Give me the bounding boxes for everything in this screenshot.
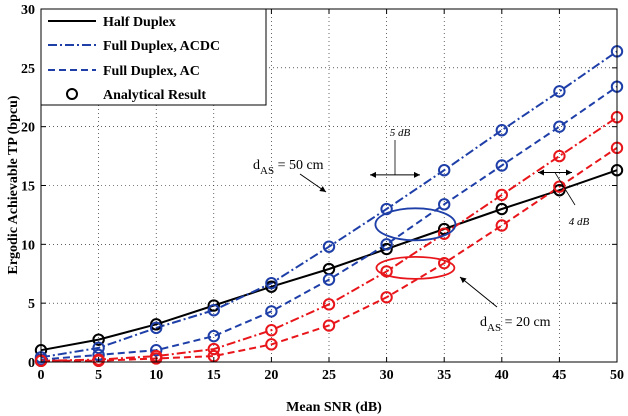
data-point-marker: [495, 188, 508, 202]
data-point-marker: [92, 354, 105, 368]
legend-label-acdc: Full Duplex, ACDC: [103, 39, 220, 54]
data-point-marker: [553, 184, 566, 197]
data-point-marker: [495, 219, 508, 232]
x-tick-label: 5: [95, 368, 102, 383]
series-line-3: [40, 116, 618, 362]
data-point-marker: [553, 180, 566, 193]
legend-label-half-duplex: Half Duplex: [103, 15, 176, 30]
y-tick-label: 10: [21, 238, 35, 253]
data-point-marker: [207, 342, 221, 356]
data-point-marker: [438, 164, 451, 177]
annotation-5db: 5 dB: [390, 127, 411, 139]
data-point-marker: [322, 298, 336, 311]
series-lines: [40, 50, 618, 362]
arrowhead-4db-right: [566, 169, 572, 176]
x-axis-label: Mean SNR (dB): [286, 400, 382, 415]
ellipse-20cm-group: [375, 255, 456, 280]
data-point-marker: [495, 123, 508, 137]
axis-ticks: 0 5 10 15 20 25 30 35 40 45 50 0 5 10 15 20 25 30: [21, 3, 624, 383]
x-tick-label: 45: [552, 368, 566, 383]
x-tick-label: 30: [380, 368, 394, 383]
legend-box: [40, 8, 267, 106]
legend: Half Duplex Full Duplex, ACDC Full Duple…: [40, 8, 267, 106]
data-point-marker: [265, 280, 278, 293]
arrowhead-4db-left: [538, 169, 544, 176]
data-point-marker: [150, 352, 163, 365]
x-tick-label: 25: [322, 368, 336, 383]
data-point-marker: [495, 159, 508, 172]
data-point-marker: [380, 242, 393, 256]
data-point-marker: [207, 299, 221, 312]
data-point-marker: [380, 202, 393, 216]
data-point-marker: [265, 276, 278, 290]
data-point-marker: [92, 341, 105, 355]
data-point-marker: [207, 329, 221, 343]
data-point-marker: [322, 273, 336, 286]
data-point-marker: [380, 265, 393, 278]
data-point-marker: [495, 202, 508, 216]
annotation-d50: dAS = 50 cm: [253, 158, 324, 177]
y-tick-label: 20: [21, 121, 35, 136]
x-tick-label: 50: [610, 368, 624, 383]
y-tick-label: 25: [21, 62, 35, 77]
series-line-4: [41, 146, 618, 362]
series-line-0: [40, 169, 618, 352]
x-tick-label: 15: [207, 368, 221, 383]
y-axis-label: Ergodic Achievable TP (bpcu): [6, 95, 21, 274]
x-tick-label: 20: [264, 368, 278, 383]
arrowhead-d50: [319, 186, 326, 192]
x-tick-label: 0: [38, 368, 45, 383]
y-tick-label: 0: [28, 356, 35, 371]
legend-label-analytical: Analytical Result: [103, 88, 206, 103]
data-point-marker: [553, 85, 566, 98]
data-point-marker: [92, 333, 105, 346]
data-point-marker: [150, 344, 163, 357]
x-tick-label: 35: [437, 368, 451, 383]
arrowhead-5db-left: [370, 171, 376, 178]
legend-swatch-analytical: [66, 88, 78, 100]
annotation-4db: 4 dB: [569, 216, 590, 228]
arrowhead-5db-right: [414, 171, 420, 178]
data-point-marker: [265, 324, 278, 337]
data-point-marker: [150, 318, 163, 331]
data-point-marker: [265, 338, 278, 351]
series-line-2: [40, 85, 618, 361]
arrowhead-d20: [460, 277, 467, 284]
y-tick-label: 5: [28, 297, 35, 312]
annotation-d20: dAS = 20 cm: [480, 315, 551, 334]
x-tick-label: 10: [149, 368, 163, 383]
x-tick-label: 40: [495, 368, 509, 383]
data-point-marker: [265, 305, 278, 318]
ellipse-50cm-group: [374, 207, 457, 242]
y-tick-label: 30: [21, 3, 35, 18]
leader-4db: [554, 172, 576, 206]
data-point-marker: [553, 149, 566, 163]
data-point-marker: [322, 319, 336, 332]
data-point-marker: [150, 321, 163, 335]
data-point-marker: [380, 291, 393, 304]
data-point-marker: [553, 120, 566, 133]
legend-label-ac: Full Duplex, AC: [103, 64, 200, 79]
arrow-d20: [459, 276, 498, 308]
data-point-marker: [207, 304, 221, 317]
data-point-marker: [322, 240, 336, 253]
analytical-markers: [34, 45, 624, 368]
data-point-marker: [438, 198, 451, 211]
data-point-marker: [438, 222, 451, 236]
y-tick-label: 15: [21, 180, 35, 195]
data-point-marker: [380, 238, 393, 251]
series-line-1: [40, 50, 618, 359]
